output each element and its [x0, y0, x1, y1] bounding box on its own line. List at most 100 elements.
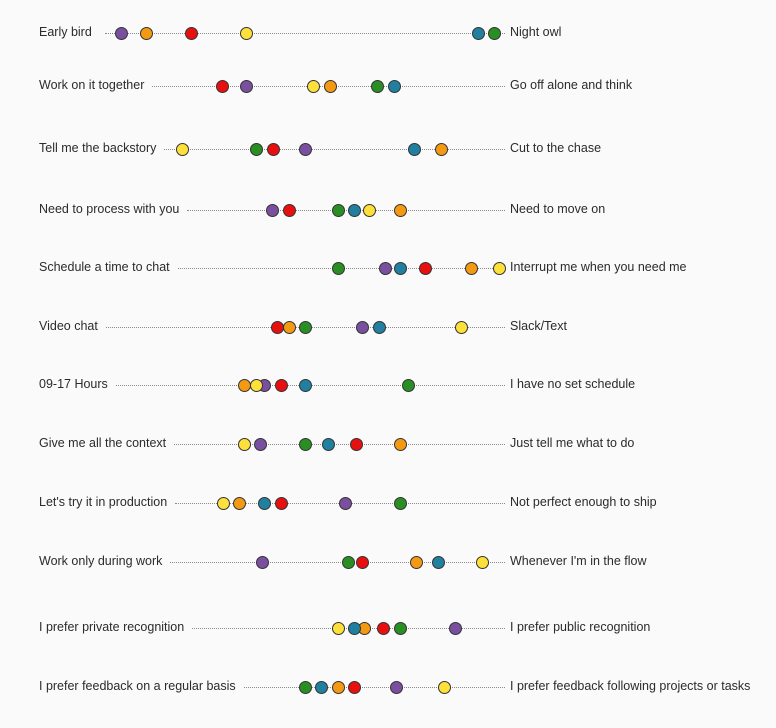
dot-red: [376, 622, 390, 635]
dot-teal: [471, 27, 485, 40]
dot-orange: [464, 262, 478, 275]
scale-row: Work only during work Whenever I'm in th…: [0, 552, 776, 572]
dot-green: [341, 556, 355, 569]
right-label: Not perfect enough to ship: [510, 495, 657, 509]
right-label: I prefer feedback following projects or …: [510, 679, 751, 693]
dot-red: [355, 556, 369, 569]
dot-green: [298, 681, 312, 694]
left-label: I prefer feedback on a regular basis: [39, 679, 236, 693]
left-label: Tell me the backstory: [39, 141, 157, 155]
dot-teal: [347, 622, 361, 635]
left-label: Work on it together: [39, 78, 145, 92]
dot-yellow: [249, 379, 263, 392]
scale-row: Need to process with you Need to move on: [0, 200, 776, 220]
dot-orange: [434, 143, 448, 156]
dot-green: [298, 321, 312, 334]
scale-row: Schedule a time to chat Interrupt me whe…: [0, 258, 776, 278]
right-label: Need to move on: [510, 202, 606, 216]
dot-red: [184, 27, 198, 40]
dot-red: [274, 379, 288, 392]
scale-row: Early bird Night owl: [0, 23, 776, 43]
dot-purple: [114, 27, 128, 40]
dotted-track: [105, 33, 505, 34]
right-label: Night owl: [510, 25, 562, 39]
scale-row: Tell me the backstory Cut to the chase: [0, 139, 776, 159]
dot-green: [370, 80, 384, 93]
dot-orange: [331, 681, 345, 694]
right-label: Whenever I'm in the flow: [510, 554, 647, 568]
dot-red: [270, 321, 284, 334]
dot-purple: [298, 143, 312, 156]
right-label: Just tell me what to do: [510, 436, 635, 450]
dot-purple: [448, 622, 462, 635]
dotted-track: [170, 562, 505, 563]
dot-purple: [253, 438, 267, 451]
dot-teal: [257, 497, 271, 510]
dot-teal: [347, 204, 361, 217]
dot-purple: [239, 80, 253, 93]
dot-purple: [265, 204, 279, 217]
scale-row: I prefer feedback on a regular basis I p…: [0, 677, 776, 697]
scale-row: Video chat Slack/Text: [0, 317, 776, 337]
dot-orange: [237, 379, 251, 392]
right-label: I have no set schedule: [510, 377, 636, 391]
dot-green: [331, 262, 345, 275]
dot-orange: [409, 556, 423, 569]
dot-yellow: [175, 143, 189, 156]
left-label: I prefer private recognition: [39, 620, 185, 634]
dot-green: [331, 204, 345, 217]
dot-red: [282, 204, 296, 217]
scale-row: Work on it together Go off alone and thi…: [0, 76, 776, 96]
dot-red: [266, 143, 280, 156]
left-label: Let's try it in production: [39, 495, 168, 509]
left-label: Work only during work: [39, 554, 163, 568]
dot-orange: [323, 80, 337, 93]
dot-green: [249, 143, 263, 156]
dot-yellow: [362, 204, 376, 217]
left-label: Early bird: [39, 25, 92, 39]
dotted-track: [174, 444, 505, 445]
dot-green: [393, 497, 407, 510]
dot-orange: [282, 321, 296, 334]
dot-green: [298, 438, 312, 451]
dot-teal: [314, 681, 328, 694]
dot-red: [274, 497, 288, 510]
dot-purple: [389, 681, 403, 694]
dot-green: [393, 622, 407, 635]
right-label: Go off alone and think: [510, 78, 633, 92]
dot-orange: [393, 204, 407, 217]
dot-red: [347, 681, 361, 694]
dot-yellow: [492, 262, 506, 275]
dot-yellow: [475, 556, 489, 569]
dot-teal: [321, 438, 335, 451]
dot-teal: [298, 379, 312, 392]
left-label: Video chat: [39, 319, 98, 333]
dot-orange: [232, 497, 246, 510]
dot-green: [401, 379, 415, 392]
dot-yellow: [454, 321, 468, 334]
dot-yellow: [331, 622, 345, 635]
dotted-track: [164, 149, 505, 150]
dot-teal: [387, 80, 401, 93]
dot-teal: [372, 321, 386, 334]
dot-yellow: [239, 27, 253, 40]
left-label: Need to process with you: [39, 202, 180, 216]
dot-green: [487, 27, 501, 40]
dot-yellow: [237, 438, 251, 451]
scale-row: 09-17 Hours I have no set schedule: [0, 375, 776, 395]
right-label: Slack/Text: [510, 319, 567, 333]
dot-red: [349, 438, 363, 451]
dot-teal: [393, 262, 407, 275]
scale-row: I prefer private recognition I prefer pu…: [0, 618, 776, 638]
dot-orange: [139, 27, 153, 40]
left-label: Give me all the context: [39, 436, 167, 450]
dot-yellow: [216, 497, 230, 510]
dot-purple: [338, 497, 352, 510]
dot-red: [215, 80, 229, 93]
right-label: Cut to the chase: [510, 141, 602, 155]
left-label: Schedule a time to chat: [39, 260, 170, 274]
dot-purple: [255, 556, 269, 569]
dot-yellow: [437, 681, 451, 694]
dotted-track: [187, 210, 505, 211]
right-label: I prefer public recognition: [510, 620, 651, 634]
